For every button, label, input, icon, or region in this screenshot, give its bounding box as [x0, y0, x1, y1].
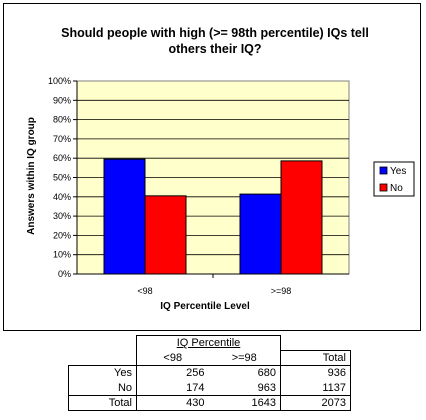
y-tick-label: 100%	[48, 76, 71, 86]
table-cell: 1137	[280, 380, 351, 396]
y-tick-label: 10%	[53, 250, 71, 260]
bar-yes-2	[239, 193, 282, 275]
y-tick-label: 20%	[53, 230, 71, 240]
x-tick-label: <98	[137, 286, 152, 296]
x-axis-ticks: <98 >=98	[137, 274, 291, 296]
table-header-row-1: IQ Percentile	[69, 335, 351, 351]
chart-title-line-2: others their IQ?	[168, 42, 261, 56]
y-tick-label: 50%	[53, 173, 71, 183]
col-header-lt98: <98	[136, 350, 209, 366]
legend-label-yes: Yes	[390, 166, 406, 177]
table-cell: 936	[280, 365, 351, 381]
table-cell: 680	[208, 365, 281, 381]
legend-label-no: No	[390, 183, 403, 194]
bars	[103, 158, 323, 275]
table-empty-cell	[280, 335, 351, 351]
chart-title-line-1: Should people with high (>= 98th percent…	[61, 26, 369, 40]
col-header-ge98: >=98	[231, 351, 257, 364]
table-cell: 174	[186, 381, 205, 394]
y-tick-label: 60%	[53, 153, 71, 163]
data-table: IQ Percentile <98 >=98 Total Yes 256 680…	[68, 335, 351, 411]
table-cell: 430	[136, 395, 209, 411]
table-group-header: IQ Percentile	[136, 335, 281, 351]
table-cell: 256	[136, 365, 209, 381]
x-axis-label: IQ Percentile Level	[160, 301, 250, 312]
y-tick-label: 30%	[53, 211, 71, 221]
table-header-row-2: <98 >=98 Total	[69, 350, 351, 366]
y-tick-label: 70%	[53, 134, 71, 144]
table-cell: 1643	[208, 395, 281, 411]
bar-no-1	[144, 195, 187, 275]
bar-no-2	[280, 160, 323, 275]
x-tick-label: >=98	[271, 286, 292, 296]
row-label: Yes	[68, 365, 137, 381]
bar-yes-1	[103, 158, 146, 275]
chart-area: Should people with high (>= 98th percent…	[3, 3, 421, 331]
legend: Yes No	[373, 161, 415, 197]
table-corner-cell	[69, 336, 137, 351]
y-tick-label: 40%	[53, 192, 71, 202]
table-row: Yes 256 680 936	[68, 365, 351, 381]
table-corner-cell	[69, 351, 137, 366]
table-row: No 174 963 1137	[68, 380, 351, 396]
row-label: No	[68, 380, 137, 396]
y-tick-label: 90%	[53, 95, 71, 105]
y-tick-label: 0%	[58, 269, 71, 279]
y-tick-label: 80%	[53, 115, 71, 125]
legend-swatch-yes	[379, 166, 388, 175]
row-label: Total	[68, 395, 137, 411]
legend-swatch-no	[379, 183, 388, 192]
table-cell: 2073	[280, 395, 351, 411]
bar-chart: Should people with high (>= 98th percent…	[26, 26, 415, 312]
y-axis-label: Answers within IQ group	[26, 117, 37, 235]
table-cell: 963	[257, 381, 276, 394]
col-header-total: Total	[280, 350, 351, 366]
table-group-header-text: IQ Percentile	[176, 337, 241, 350]
table-row: Total 430 1643 2073	[68, 395, 351, 411]
